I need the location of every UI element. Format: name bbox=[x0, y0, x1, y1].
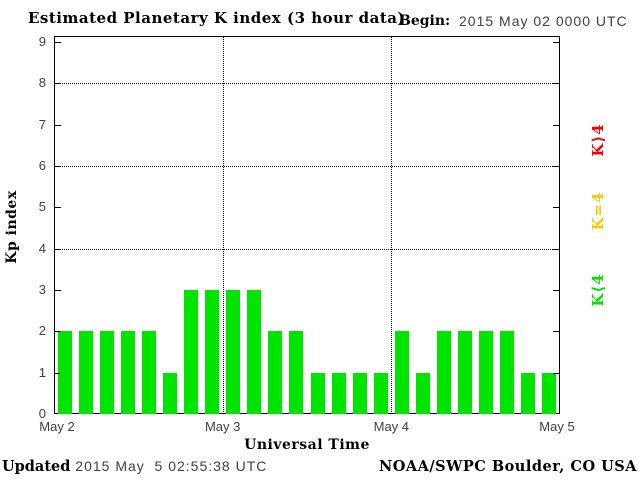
updated-label: Updated bbox=[2, 458, 71, 475]
gridline-kp-6 bbox=[55, 166, 559, 167]
updated-value: 2015 May 5 02:55:38 UTC bbox=[70, 458, 268, 474]
chart-title: Estimated Planetary K index (3 hour data… bbox=[28, 9, 406, 27]
kp-bar bbox=[99, 331, 114, 414]
legend-label-med: K=4 bbox=[589, 191, 607, 231]
kp-bar bbox=[162, 372, 177, 414]
kp-bar bbox=[415, 372, 430, 414]
x-axis-title: Universal Time bbox=[244, 437, 370, 453]
kp-bar bbox=[226, 290, 241, 414]
kp-bar bbox=[394, 331, 409, 414]
y-tick-label: 3 bbox=[38, 282, 46, 297]
updated-line: Updated 2015 May 5 02:55:38 UTC bbox=[2, 458, 267, 475]
kp-bar bbox=[289, 331, 304, 414]
y-axis-tick-right bbox=[553, 124, 559, 126]
y-axis-tick-right bbox=[553, 207, 559, 209]
kp-bar bbox=[437, 331, 451, 414]
x-tick-label: May 3 bbox=[204, 419, 241, 434]
y-tick-label: 9 bbox=[38, 34, 46, 49]
day-divider bbox=[222, 36, 224, 414]
y-axis-tick-right bbox=[553, 290, 559, 291]
y-tick-label: 6 bbox=[38, 158, 46, 173]
y-tick-label: 5 bbox=[38, 199, 46, 215]
y-tick-label: 7 bbox=[38, 116, 46, 132]
kp-bar bbox=[247, 290, 262, 414]
kp-bar bbox=[120, 331, 135, 414]
y-tick-label: 8 bbox=[38, 75, 46, 91]
y-axis-tick-left bbox=[55, 372, 61, 374]
gridline-kp-4 bbox=[55, 248, 559, 250]
y-axis-tick-left bbox=[55, 124, 61, 126]
y-tick-label: 2 bbox=[38, 323, 46, 339]
begin-label: Begin: bbox=[399, 13, 451, 29]
y-axis-tick-left bbox=[55, 331, 61, 333]
y-tick-label: 1 bbox=[38, 364, 46, 380]
x-tick-label: May 5 bbox=[539, 419, 575, 434]
kp-bar bbox=[352, 372, 367, 414]
y-axis-tick-right bbox=[553, 372, 559, 374]
kp-bar bbox=[78, 331, 93, 414]
legend-label-high: K⟩4 bbox=[589, 123, 607, 157]
kp-bar bbox=[500, 331, 515, 414]
kp-bar bbox=[373, 372, 388, 414]
day-divider bbox=[391, 36, 393, 414]
kp-bar bbox=[184, 290, 198, 414]
legend-label-low: K⟨4 bbox=[589, 273, 607, 307]
kp-bar bbox=[521, 372, 536, 414]
gridline-kp-8 bbox=[55, 83, 559, 85]
y-tick-label: 0 bbox=[38, 406, 46, 421]
y-axis-tick-right bbox=[553, 331, 559, 333]
y-axis-tick-left bbox=[55, 207, 61, 209]
kp-bar bbox=[331, 372, 346, 414]
y-axis-title: Kp index bbox=[4, 190, 20, 264]
begin-value: 2015 May 02 0000 UTC bbox=[459, 13, 628, 29]
kp-bar bbox=[205, 290, 220, 414]
kp-bar bbox=[458, 331, 473, 414]
y-axis-tick-right bbox=[553, 42, 559, 43]
kp-bar bbox=[141, 331, 156, 414]
y-tick-label: 4 bbox=[38, 240, 46, 256]
source-credit: NOAA/SWPC Boulder, CO USA bbox=[378, 458, 637, 475]
kp-bar bbox=[310, 372, 325, 414]
y-axis-tick-left bbox=[55, 290, 61, 291]
kp-bar bbox=[542, 372, 557, 414]
kp-bar bbox=[268, 331, 283, 414]
kp-bar bbox=[479, 331, 494, 414]
x-tick-label: May 4 bbox=[373, 419, 410, 434]
kp-bar bbox=[57, 331, 72, 414]
x-tick-label: May 2 bbox=[39, 419, 75, 434]
plot-frame bbox=[54, 36, 560, 414]
y-axis-tick-left bbox=[55, 42, 61, 43]
